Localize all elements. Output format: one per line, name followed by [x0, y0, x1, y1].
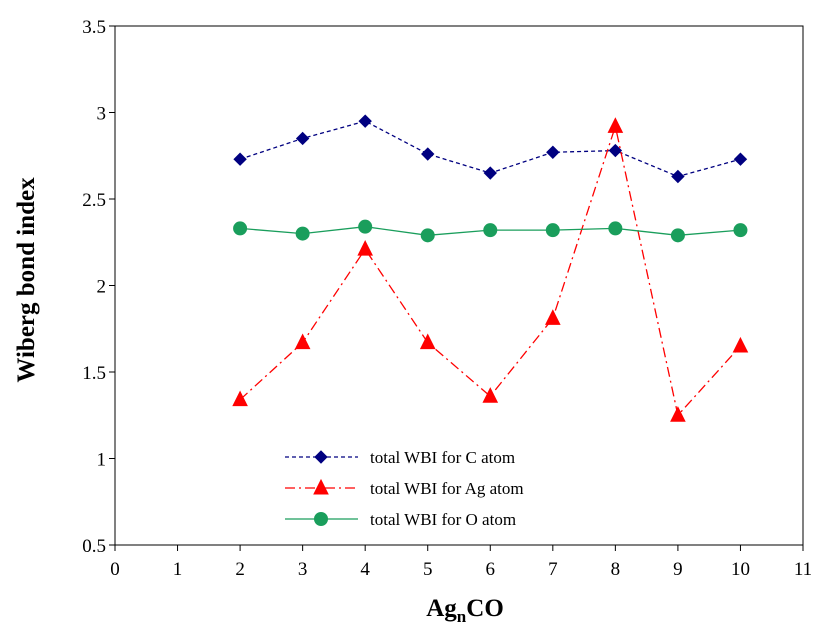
series-diamond — [233, 114, 748, 184]
data-point-diamond — [295, 131, 310, 146]
data-point-triangle — [294, 333, 311, 350]
x-tick-label: 6 — [486, 559, 496, 580]
data-point-triangle — [419, 333, 436, 350]
data-point-circle — [295, 226, 310, 241]
data-point-circle — [670, 228, 685, 243]
x-tick-label: 5 — [423, 559, 433, 580]
data-point-triangle — [607, 117, 624, 133]
y-tick-label: 1 — [97, 450, 107, 471]
legend-marker-circle — [314, 512, 328, 526]
y-tick-label: 2 — [97, 277, 107, 298]
data-point-triangle — [482, 387, 499, 403]
y-tick-label: 2.5 — [82, 190, 106, 211]
data-point-circle — [608, 221, 623, 236]
x-tick-label: 4 — [360, 559, 370, 580]
legend-label: total WBI for O atom — [370, 510, 516, 529]
legend-marker-diamond — [314, 450, 328, 464]
series-line — [239, 123, 741, 417]
data-point-circle — [358, 219, 373, 234]
legend-item: total WBI for O atom — [285, 510, 516, 529]
data-point-diamond — [233, 152, 247, 166]
x-tick-label: 3 — [298, 559, 308, 580]
y-axis-title: Wiberg bond index — [13, 177, 40, 383]
y-tick-label: 3.5 — [82, 17, 106, 38]
data-point-triangle — [232, 390, 248, 407]
data-point-diamond — [358, 114, 372, 128]
data-point-diamond — [608, 143, 623, 158]
x-tick-label: 8 — [611, 559, 621, 580]
legend: total WBI for C atom total WBI for Ag ato… — [285, 448, 524, 529]
legend-marker-triangle — [313, 478, 329, 495]
x-tick-label: 0 — [110, 559, 120, 580]
x-axis-title: AgnCO — [426, 595, 504, 624]
x-tick-label: 9 — [673, 559, 683, 580]
y-tick-label: 1.5 — [82, 363, 106, 384]
data-point-triangle — [545, 309, 561, 325]
data-point-diamond — [546, 145, 560, 159]
x-axis-title-base: Ag — [426, 595, 457, 622]
y-tick-label: 0.5 — [82, 536, 106, 557]
axes: 0 1 2 3 4 5 6 7 8 9 10 11 0.5 1 1.5 2 2.5 3 3.5 — [82, 17, 812, 580]
y-tick-label: 3 — [97, 104, 107, 125]
series-circle — [233, 219, 748, 243]
x-axis-title-suffix: CO — [466, 595, 504, 622]
x-tick-label: 7 — [548, 559, 558, 580]
plot-frame — [114, 25, 804, 546]
legend-label: total WBI for C atom — [370, 448, 515, 467]
data-point-triangle — [357, 240, 373, 256]
series-layer — [232, 114, 749, 422]
data-point-triangle — [732, 336, 749, 353]
data-point-circle — [733, 223, 748, 238]
x-tick-label: 1 — [173, 559, 183, 580]
x-tick-label: 2 — [235, 559, 245, 580]
series-triangle — [232, 117, 749, 422]
x-axis-title-subscript: n — [457, 607, 467, 624]
data-point-circle — [233, 221, 248, 236]
data-point-circle — [420, 228, 435, 243]
data-point-triangle — [670, 406, 686, 422]
legend-item: total WBI for C atom — [285, 448, 515, 467]
x-tick-label: 11 — [794, 559, 812, 580]
data-point-diamond — [733, 152, 748, 166]
data-point-diamond — [483, 166, 497, 180]
x-tick-label: 10 — [731, 559, 750, 580]
legend-item: total WBI for Ag atom — [285, 478, 524, 498]
data-point-circle — [545, 223, 560, 238]
data-point-diamond — [671, 169, 685, 184]
legend-label: total WBI for Ag atom — [370, 479, 524, 498]
data-point-diamond — [421, 147, 435, 161]
data-point-circle — [483, 223, 498, 238]
